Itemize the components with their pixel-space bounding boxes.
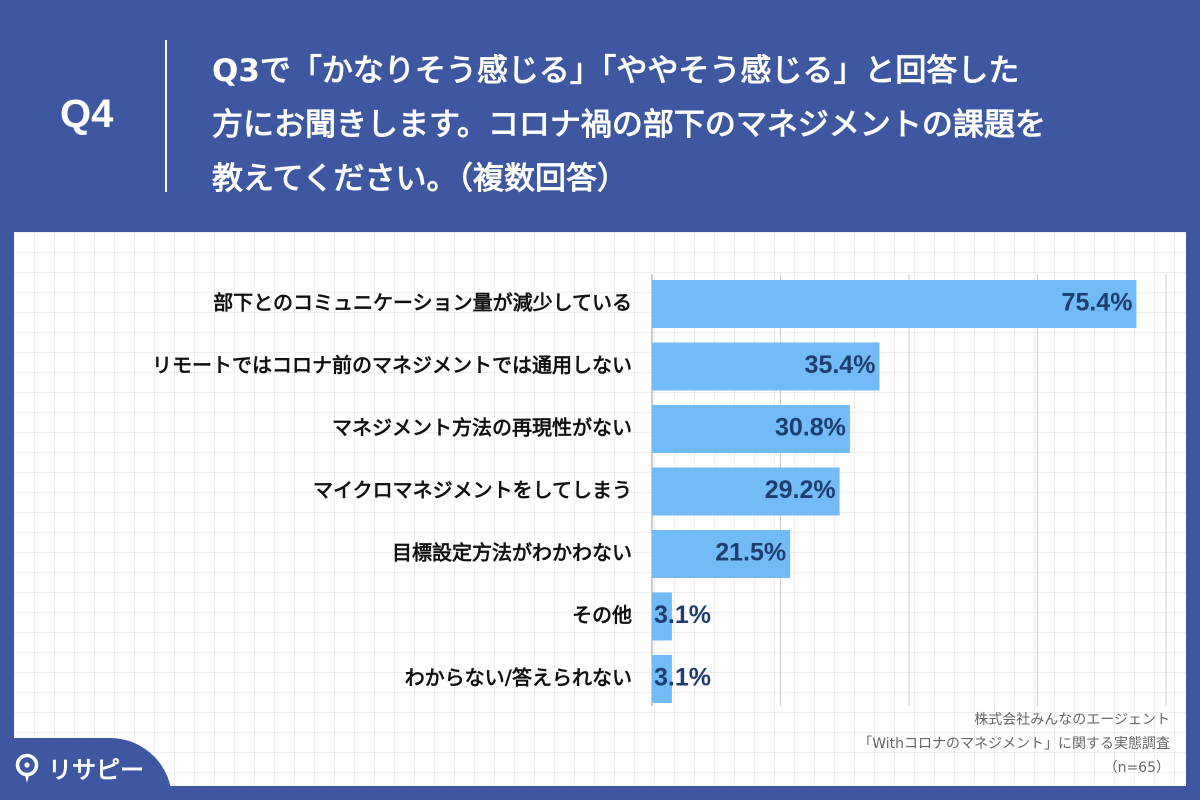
value-label: 29.2% (765, 476, 836, 504)
value-label: 3.1% (654, 601, 711, 629)
map-pin-icon (15, 753, 39, 783)
bar (652, 405, 850, 453)
source-sample-size: （n=65） (1103, 760, 1170, 776)
value-label: 75.4% (1062, 289, 1133, 317)
value-label: 21.5% (715, 539, 786, 567)
bar-chart: 部下とのコミュニケーション量が減少している 75.4% リモートではコロナ前のマネジ… (152, 274, 1167, 706)
question-text: Q3で「かなりそう感じる」「ややそう感じる」と回答した 方にお聞きします。コロナ… (212, 53, 1046, 197)
value-label: 3.1% (654, 664, 711, 692)
value-label: 35.4% (805, 351, 876, 379)
category-label: 目標設定方法がわかわない (392, 541, 632, 565)
value-label: 30.8% (775, 414, 846, 442)
bar (652, 280, 1137, 328)
header-divider (165, 40, 167, 192)
category-label: マネジメント方法の再現性がない (332, 416, 632, 440)
bar (652, 592, 672, 641)
category-label: 部下とのコミュニケーション量が減少している (213, 291, 632, 315)
question-number: Q4 (60, 92, 114, 136)
chart-panel: 部下とのコミュニケーション量が減少している 75.4% リモートではコロナ前のマネジ… (14, 232, 1186, 786)
category-label: わからない/答えられない (405, 666, 632, 690)
source-survey: 「Withコロナのマネジメント」に関する実態調査 (858, 736, 1170, 752)
header: Q4 Q3で「かなりそう感じる」「ややそう感じる」と回答した 方にお聞きします。… (0, 0, 1200, 232)
bar (652, 655, 672, 703)
source-company: 株式会社みんなのエージェント (974, 712, 1170, 728)
category-label: リモートではコロナ前のマネジメントでは通用しない (152, 353, 632, 377)
bar (652, 342, 880, 391)
category-label: マイクロマネジメントをしてしまう (313, 478, 632, 502)
source-note: 株式会社みんなのエージェント 「Withコロナのマネジメント」に関する実態調査 … (858, 708, 1170, 780)
logo: リサピー (0, 738, 172, 800)
bar (652, 467, 840, 516)
logo-text: リサピー (48, 756, 144, 784)
bar (652, 530, 791, 578)
category-label: その他 (572, 603, 632, 627)
